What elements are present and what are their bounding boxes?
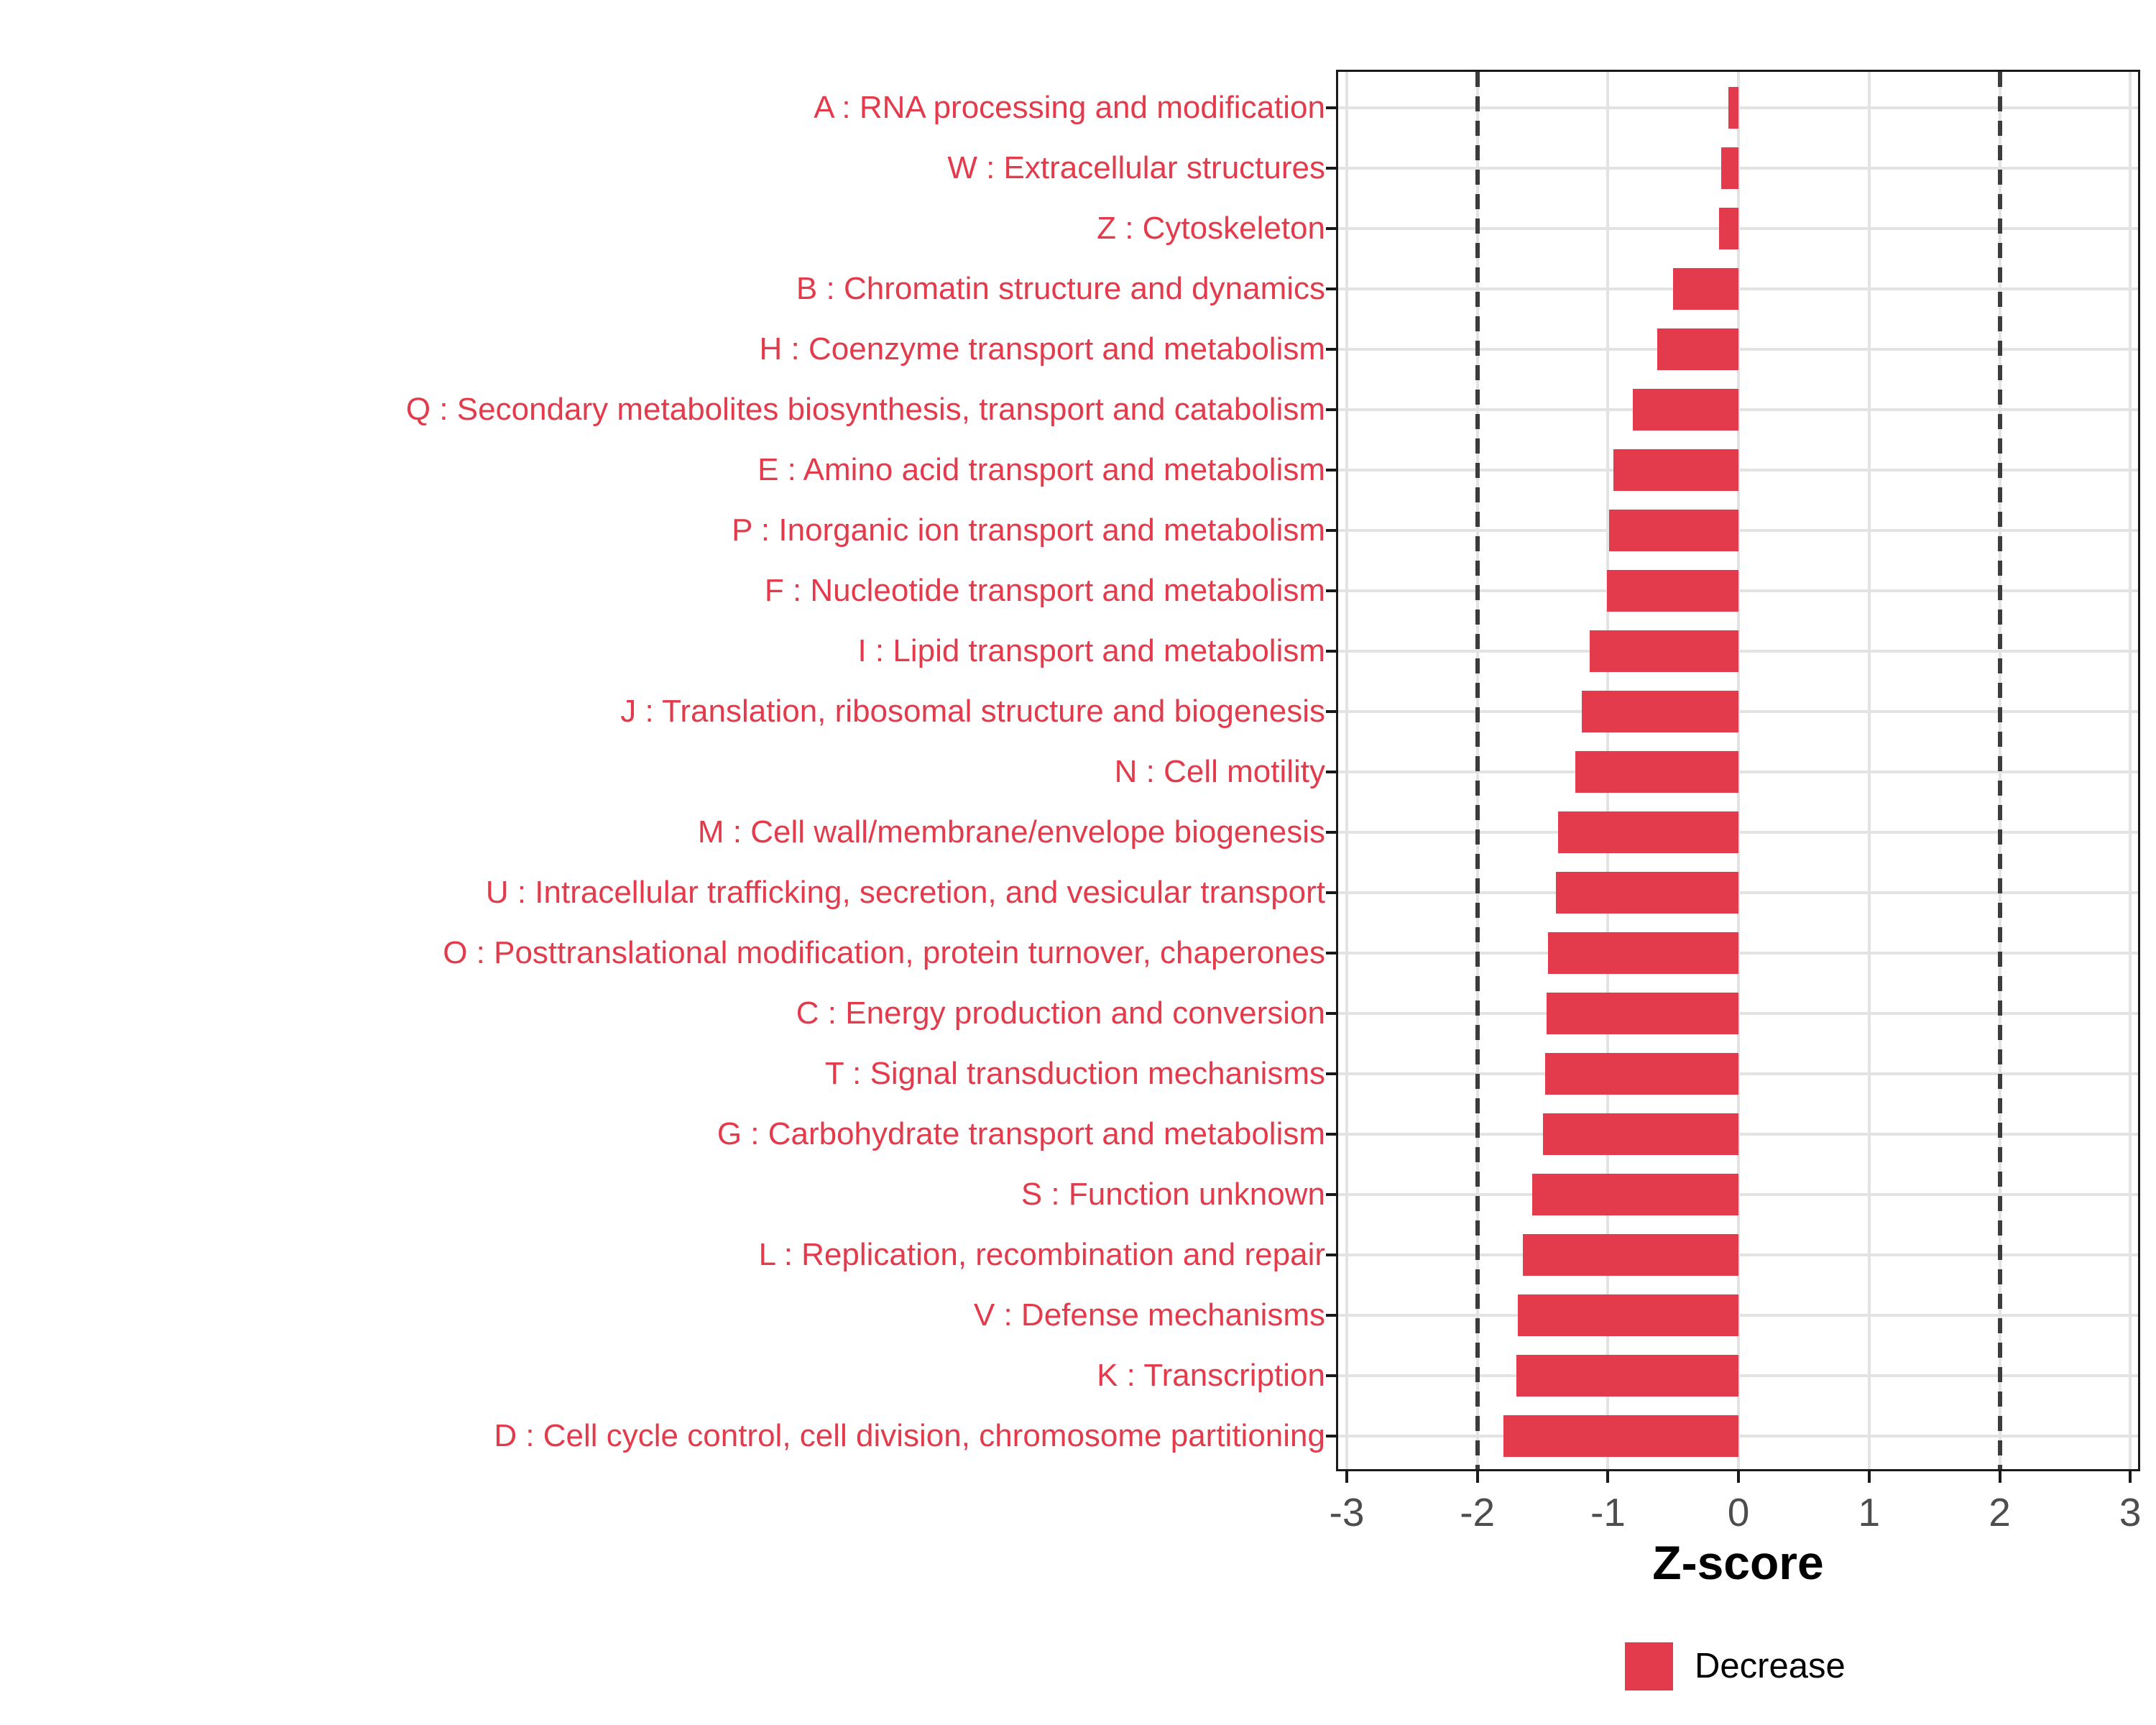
bar-w: [1721, 147, 1739, 189]
y-tick-mark: [1326, 469, 1336, 472]
bar-f: [1606, 570, 1739, 612]
y-tick-mark: [1326, 891, 1336, 894]
category-label: M : Cell wall/membrane/envelope biogenes…: [697, 814, 1325, 850]
bar-g: [1542, 1113, 1739, 1155]
y-tick-mark: [1326, 650, 1336, 653]
bar-c: [1547, 993, 1739, 1034]
y-tick-mark: [1326, 1435, 1336, 1438]
category-label: V : Defense mechanisms: [973, 1297, 1325, 1333]
y-tick-mark: [1326, 831, 1336, 834]
category-label: N : Cell motility: [1114, 754, 1325, 789]
bar-p: [1609, 510, 1739, 551]
bar-i: [1589, 630, 1739, 672]
category-label: F : Nucleotide transport and metabolism: [764, 573, 1325, 608]
legend-label: Decrease: [1695, 1647, 1846, 1685]
bar-h: [1657, 328, 1739, 370]
y-tick-mark: [1326, 1012, 1336, 1015]
x-tick-label: 0: [1727, 1490, 1750, 1535]
bar-d: [1503, 1415, 1739, 1457]
y-tick-mark: [1326, 1254, 1336, 1256]
category-label: C : Energy production and conversion: [796, 995, 1325, 1031]
x-tick-mark: [1475, 1471, 1479, 1483]
category-label: P : Inorganic ion transport and metaboli…: [732, 512, 1325, 548]
y-tick-mark: [1326, 167, 1336, 170]
bar-t: [1545, 1053, 1739, 1095]
reference-line: [1997, 72, 2002, 1469]
y-tick-mark: [1326, 1072, 1336, 1075]
x-tick-mark: [2129, 1471, 2132, 1483]
y-tick-mark: [1326, 589, 1336, 592]
bar-o: [1547, 932, 1739, 974]
category-label: A : RNA processing and modification: [814, 90, 1325, 125]
x-tick-mark: [1867, 1471, 1871, 1483]
category-label: U : Intracellular trafficking, secretion…: [485, 875, 1325, 910]
y-tick-mark: [1326, 288, 1336, 290]
bar-b: [1673, 268, 1739, 310]
bar-a: [1728, 87, 1739, 129]
category-label: I : Lipid transport and metabolism: [857, 633, 1325, 668]
category-label: Z : Cytoskeleton: [1097, 211, 1325, 246]
category-label: S : Function unknown: [1021, 1177, 1325, 1212]
y-tick-mark: [1326, 348, 1336, 351]
bar-j: [1582, 691, 1739, 732]
category-label: H : Coenzyme transport and metabolism: [759, 331, 1325, 367]
legend-swatch-decrease: [1625, 1642, 1673, 1690]
x-tick-label: 1: [1858, 1490, 1881, 1535]
y-tick-mark: [1326, 227, 1336, 230]
x-tick-mark: [1606, 1471, 1610, 1483]
y-tick-mark: [1326, 1374, 1336, 1377]
bar-q: [1632, 389, 1739, 431]
category-label: E : Amino acid transport and metabolism: [757, 452, 1325, 487]
category-label: Q : Secondary metabolites biosynthesis, …: [405, 392, 1325, 427]
plot-panel: [1336, 70, 2140, 1471]
y-tick-mark: [1326, 952, 1336, 954]
x-tick-label: -1: [1590, 1490, 1626, 1535]
category-label: O : Posttranslational modification, prot…: [443, 935, 1325, 970]
category-label: L : Replication, recombination and repai…: [758, 1237, 1325, 1272]
x-tick-label: 3: [2119, 1490, 2142, 1535]
x-tick-label: -3: [1329, 1490, 1365, 1535]
bar-m: [1558, 811, 1739, 853]
bar-v: [1518, 1294, 1739, 1336]
category-label: B : Chromatin structure and dynamics: [796, 271, 1325, 306]
category-label: D : Cell cycle control, cell division, c…: [494, 1418, 1325, 1453]
x-axis-title: Z-score: [1652, 1536, 1824, 1589]
x-tick-mark: [1345, 1471, 1348, 1483]
y-tick-mark: [1326, 529, 1336, 532]
category-label: K : Transcription: [1097, 1358, 1325, 1393]
bar-s: [1532, 1174, 1739, 1215]
category-label: G : Carbohydrate transport and metabolis…: [717, 1116, 1325, 1151]
bar-z: [1718, 208, 1739, 249]
y-tick-mark: [1326, 770, 1336, 773]
category-label: J : Translation, ribosomal structure and…: [620, 694, 1325, 729]
y-tick-mark: [1326, 1314, 1336, 1317]
y-tick-mark: [1326, 1193, 1336, 1196]
x-tick-mark: [1998, 1471, 2001, 1483]
y-tick-mark: [1326, 1133, 1336, 1136]
reference-line: [1475, 72, 1480, 1469]
category-label: W : Extracellular structures: [947, 150, 1325, 185]
bar-k: [1516, 1355, 1739, 1397]
category-label: T : Signal transduction mechanisms: [824, 1056, 1325, 1091]
bar-e: [1613, 449, 1739, 491]
bar-u: [1555, 872, 1739, 914]
x-tick-label: 2: [1989, 1490, 2011, 1535]
x-tick-label: -2: [1460, 1490, 1496, 1535]
bar-l: [1523, 1234, 1739, 1276]
y-tick-mark: [1326, 710, 1336, 713]
y-tick-mark: [1326, 408, 1336, 411]
x-tick-mark: [1737, 1471, 1741, 1483]
bar-n: [1575, 751, 1739, 793]
y-tick-mark: [1326, 106, 1336, 109]
